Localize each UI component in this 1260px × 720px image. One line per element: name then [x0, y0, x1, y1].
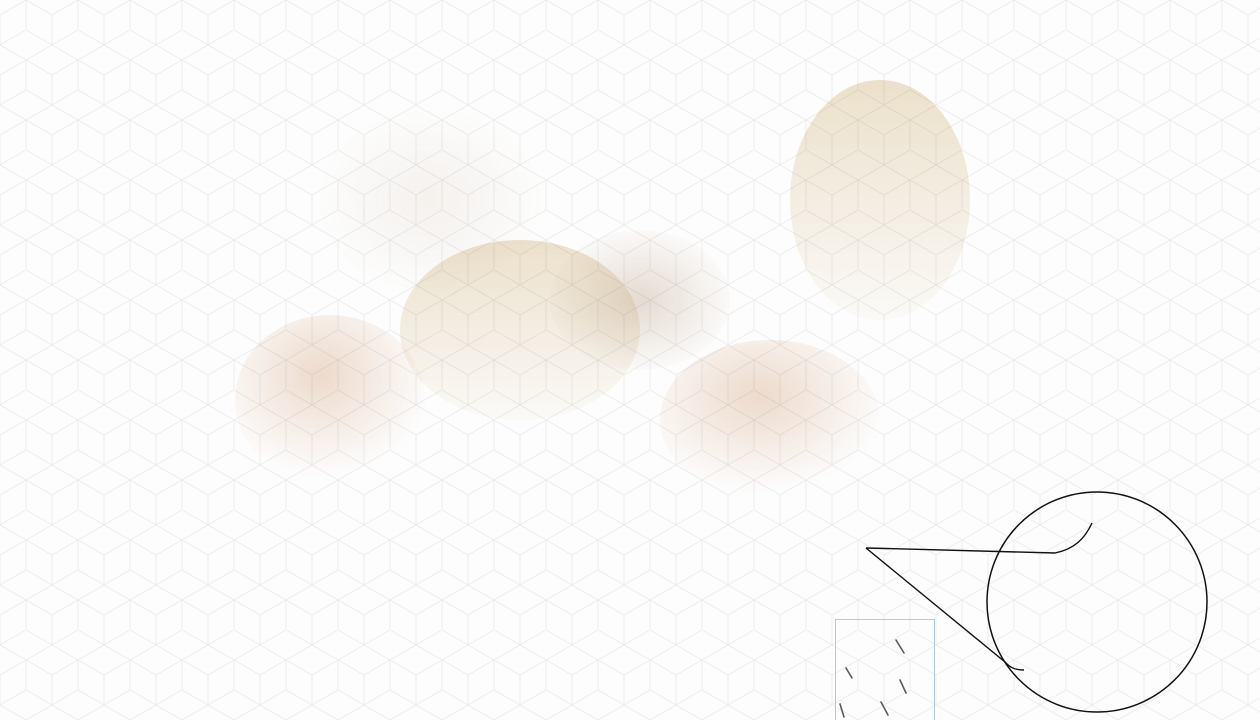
scatter-inset-panel[interactable] [835, 619, 935, 720]
fujian-zoom-inset[interactable] [985, 490, 1210, 715]
scatter-inset-svg [839, 639, 907, 718]
fujian-zoom-svg [986, 491, 1208, 713]
zoom-circle-outline [986, 491, 1208, 713]
